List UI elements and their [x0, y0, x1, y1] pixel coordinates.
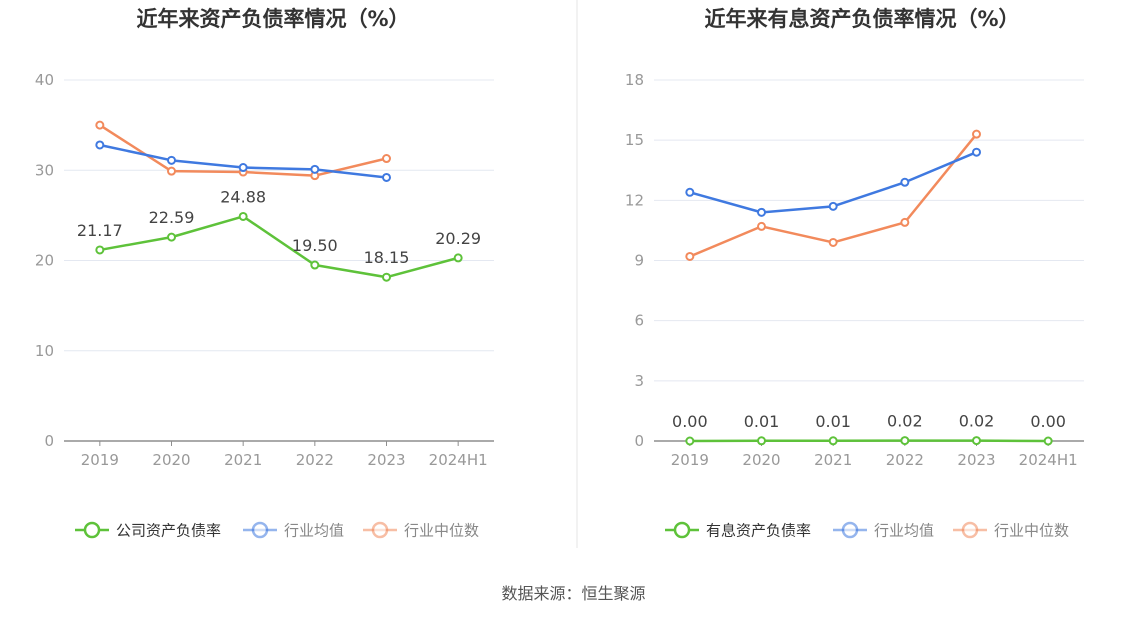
data-point	[382, 172, 391, 182]
data-label: 0.01	[815, 412, 851, 431]
y-tick-label: 10	[35, 342, 54, 360]
data-point	[757, 221, 766, 231]
y-tick-label: 15	[625, 131, 644, 149]
data-label: 22.59	[149, 208, 195, 227]
x-tick-label: 2019	[81, 451, 119, 469]
y-tick-label: 30	[35, 161, 54, 179]
legend-marker-icon	[961, 521, 979, 539]
data-label: 0.02	[887, 412, 923, 431]
y-tick-label: 18	[625, 71, 644, 89]
data-point	[757, 207, 766, 217]
x-tick-label: 2020	[742, 451, 780, 469]
y-tick-label: 3	[634, 372, 644, 390]
legend-label: 行业中位数	[404, 522, 479, 540]
x-tick-label: 2022	[296, 451, 334, 469]
y-tick-label: 0	[634, 432, 644, 450]
data-point	[828, 201, 838, 211]
legend-item-3: 行业中位数	[953, 522, 1069, 540]
data-label: 24.88	[220, 187, 266, 206]
y-tick-label: 9	[634, 252, 644, 270]
legend-marker-icon	[841, 521, 859, 539]
data-point	[685, 436, 695, 446]
data-point	[382, 272, 391, 282]
x-tick-label: 2021	[224, 451, 262, 469]
data-point	[310, 164, 320, 174]
y-tick-label: 6	[634, 312, 644, 330]
data-point	[685, 187, 695, 197]
data-point	[900, 217, 910, 227]
data-point	[972, 129, 981, 139]
data-label: 0.00	[672, 412, 708, 431]
data-label: 21.17	[77, 221, 123, 240]
data-point	[238, 163, 248, 173]
legend-label: 行业均值	[284, 522, 344, 540]
data-point	[238, 211, 248, 221]
y-tick-label: 20	[35, 252, 54, 270]
data-point	[167, 166, 176, 176]
data-point	[310, 260, 320, 270]
x-tick-label: 2023	[957, 451, 995, 469]
data-point	[167, 232, 176, 242]
x-tick-label: 2022	[886, 451, 924, 469]
legend-marker-icon	[251, 521, 269, 539]
data-point	[453, 253, 463, 263]
legend-item-1: 公司资产负债率	[75, 522, 221, 540]
x-tick-label: 2024H1	[429, 451, 488, 469]
chart-panel-2: 近年来有息资产负债率情况（%） 0 3 6 9 12 15 18 2019 2020 2021 202…	[625, 7, 1084, 540]
x-tick-label: 2020	[152, 451, 190, 469]
y-tick-label: 0	[44, 432, 54, 450]
data-point	[828, 237, 838, 247]
data-point	[900, 177, 910, 187]
data-point	[167, 155, 176, 165]
data-point	[972, 147, 981, 157]
legend-item-1: 有息资产负债率	[665, 522, 811, 540]
legend-marker-icon	[83, 521, 101, 539]
data-point	[828, 436, 838, 446]
data-label: 18.15	[364, 248, 410, 267]
data-point	[685, 251, 695, 261]
data-label: 0.01	[744, 412, 780, 431]
y-tick-label: 12	[625, 191, 644, 209]
legend-item-2: 行业均值	[243, 522, 344, 540]
data-label: 19.50	[292, 236, 338, 255]
y-tick-label: 40	[35, 71, 54, 89]
data-point	[95, 245, 105, 255]
data-point	[900, 436, 910, 446]
legend-label: 有息资产负债率	[706, 522, 811, 540]
x-tick-label: 2024H1	[1019, 451, 1078, 469]
series-line-1	[99, 215, 459, 279]
legend-item-2: 行业均值	[833, 522, 934, 540]
data-label: 20.29	[435, 229, 481, 248]
data-source: 数据来源：恒生聚源	[501, 584, 646, 603]
data-point	[972, 436, 981, 446]
data-point	[95, 140, 105, 150]
data-label: 0.00	[1030, 412, 1066, 431]
x-tick-label: 2019	[671, 451, 709, 469]
data-point	[95, 120, 105, 130]
legend-marker-icon	[673, 521, 691, 539]
legend-label: 公司资产负债率	[116, 522, 221, 540]
data-point	[1043, 436, 1053, 446]
legend-marker-icon	[371, 521, 389, 539]
data-label: 0.02	[959, 412, 995, 431]
data-point	[757, 436, 766, 446]
chart-title: 近年来有息资产负债率情况（%）	[704, 7, 1019, 31]
legend-item-3: 行业中位数	[363, 522, 479, 540]
legend-label: 行业中位数	[994, 522, 1069, 540]
chart-title: 近年来资产负债率情况（%）	[136, 7, 409, 31]
data-point	[382, 154, 391, 164]
legend-label: 行业均值	[874, 522, 934, 540]
x-tick-label: 2021	[814, 451, 852, 469]
chart-panel-1: 近年来资产负债率情况（%） 0 10 20 30 40 2019 2020 2021 2022 20…	[35, 7, 494, 540]
x-tick-label: 2023	[367, 451, 405, 469]
